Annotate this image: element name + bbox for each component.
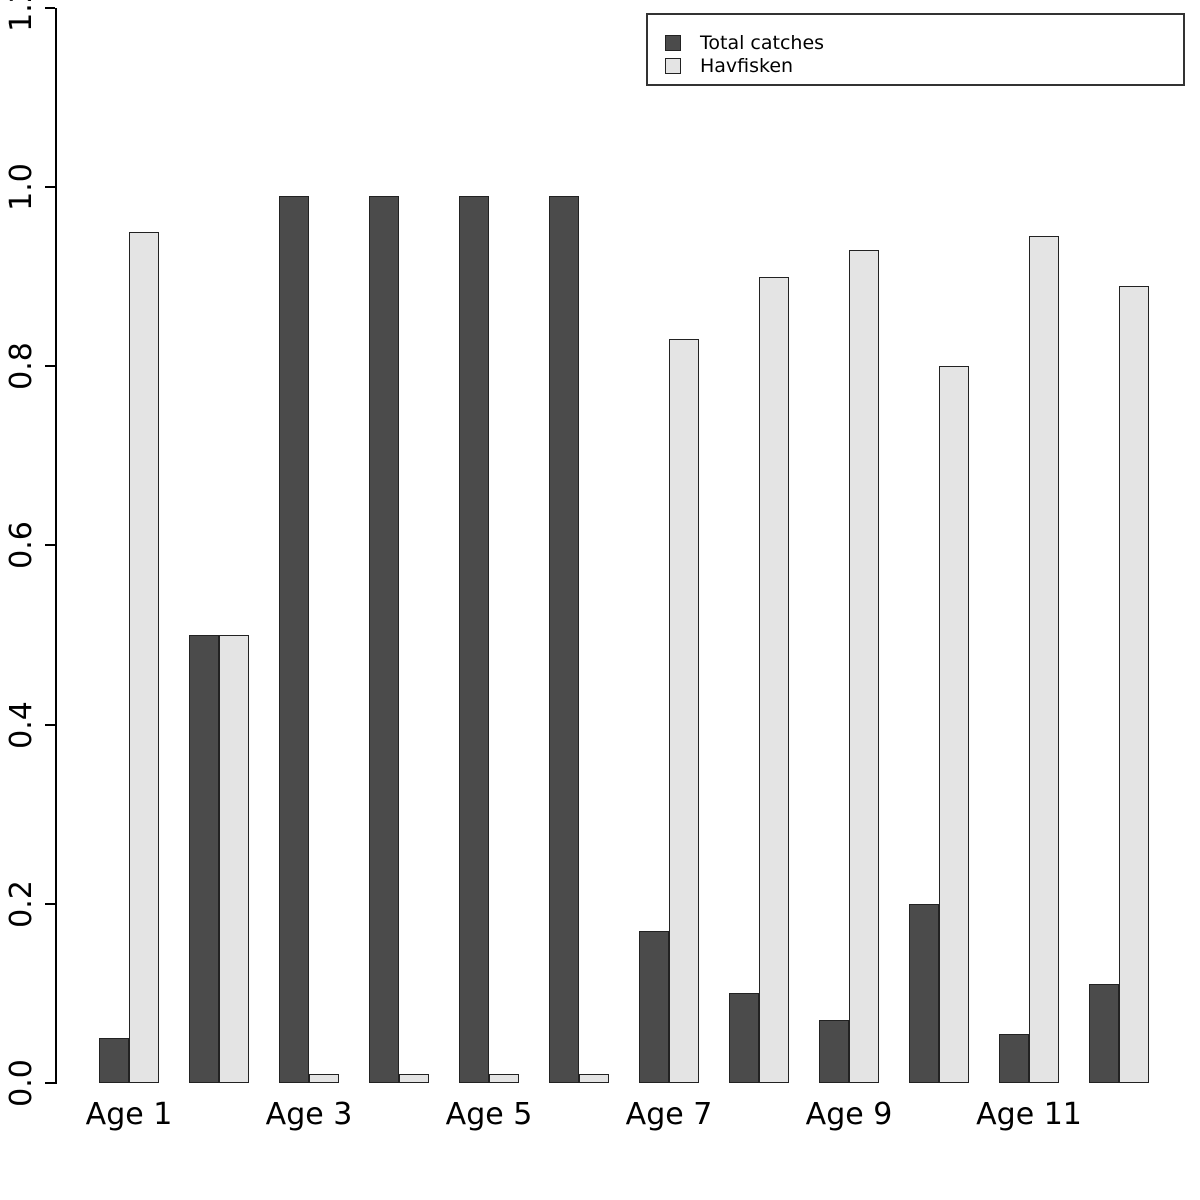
x-axis-label: Age 3: [265, 1097, 353, 1132]
bar-total-catches-group-2: [189, 635, 219, 1083]
bar-havfisken-group-8: [759, 276, 789, 1083]
bar-havfisken-group-6: [579, 1074, 609, 1083]
legend-label-total-catches: Total catches: [700, 31, 825, 54]
bar-havfisken-group-12: [1119, 285, 1149, 1083]
x-axis-label: Age 9: [805, 1097, 893, 1132]
bar-havfisken-group-5: [489, 1074, 519, 1083]
y-axis-tick: [45, 6, 55, 9]
bar-havfisken-group-7: [669, 339, 699, 1083]
bar-havfisken-group-3: [309, 1074, 339, 1083]
bar-havfisken-group-9: [849, 249, 879, 1083]
y-axis-tick-label: 0.6: [4, 521, 39, 570]
bar-total-catches-group-4: [369, 195, 399, 1083]
bar-total-catches-group-8: [729, 993, 759, 1083]
bar-total-catches-group-9: [819, 1020, 849, 1083]
legend-item-havfisken: Havfisken: [665, 54, 794, 77]
bar-total-catches-group-11: [999, 1033, 1029, 1083]
legend: Total catches Havfisken: [646, 13, 1185, 86]
y-axis-tick-label: 0.0: [4, 1059, 39, 1107]
bar-havfisken-group-11: [1029, 236, 1059, 1083]
legend-label-havfisken: Havfisken: [700, 54, 794, 77]
y-axis-tick-label: 1.2: [4, 0, 39, 32]
x-axis-label: Age 5: [445, 1097, 533, 1132]
bar-havfisken-group-2: [219, 635, 249, 1083]
bar-total-catches-group-6: [549, 195, 579, 1083]
y-axis-tick: [45, 723, 55, 726]
bar-havfisken-group-10: [939, 366, 969, 1083]
legend-item-total-catches: Total catches: [665, 31, 825, 54]
y-axis-tick-label: 0.8: [4, 342, 39, 391]
bar-total-catches-group-1: [99, 1038, 129, 1083]
y-axis-tick: [45, 1082, 55, 1084]
y-axis-tick-label: 1.0: [4, 163, 39, 211]
y-axis-tick-label: 0.4: [4, 700, 39, 749]
legend-swatch-havfisken: [665, 58, 681, 74]
bar-total-catches-group-10: [909, 903, 939, 1083]
bar-havfisken-group-1: [129, 231, 159, 1083]
y-axis-tick: [45, 902, 55, 905]
bar-total-catches-group-7: [639, 930, 669, 1083]
y-axis-tick-label: 0.2: [4, 879, 39, 928]
y-axis-tick: [45, 544, 55, 547]
x-axis-label: Age 11: [976, 1097, 1082, 1132]
y-axis-line: [55, 7, 57, 1084]
bar-total-catches-group-12: [1089, 984, 1119, 1083]
legend-swatch-total-catches: [665, 35, 681, 51]
y-axis-tick: [45, 365, 55, 368]
x-axis-label: Age 7: [625, 1097, 713, 1132]
bar-total-catches-group-5: [459, 195, 489, 1083]
bar-total-catches-group-3: [279, 195, 309, 1083]
bar-havfisken-group-4: [399, 1074, 429, 1083]
x-axis-label: Age 1: [85, 1097, 173, 1132]
y-axis-tick: [45, 186, 55, 188]
